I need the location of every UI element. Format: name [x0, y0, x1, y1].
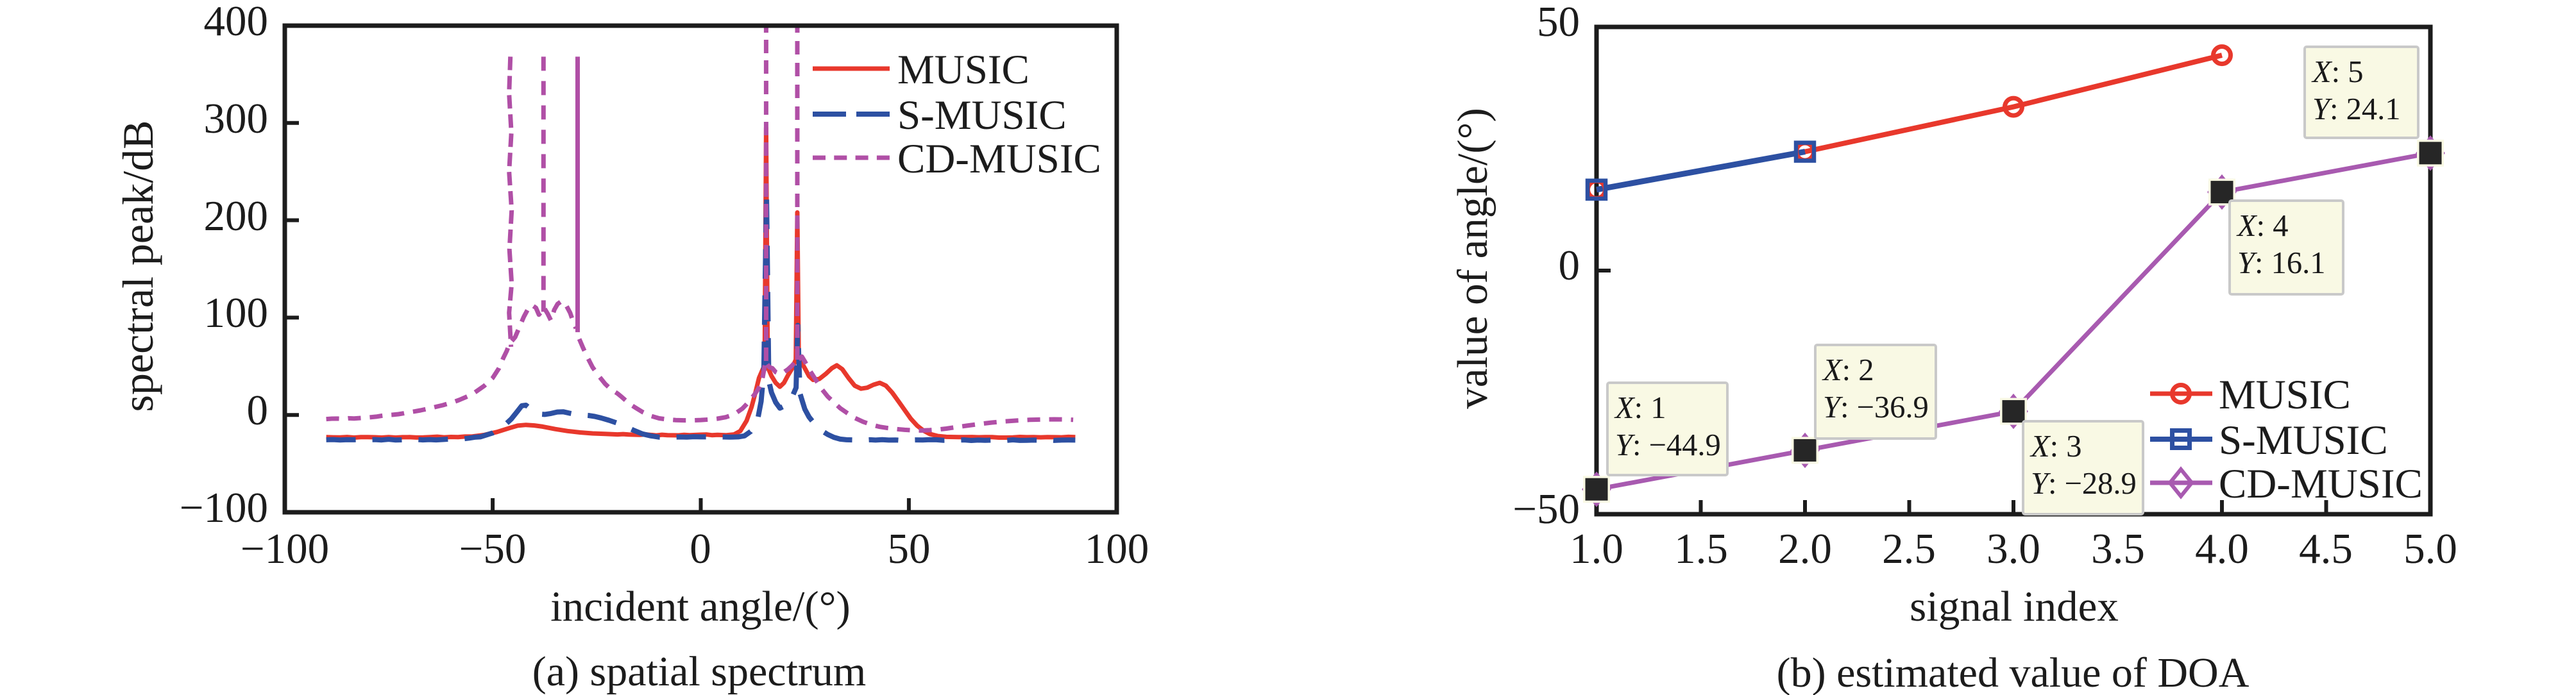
- svg-text:value of angle/(°): value of angle/(°): [1449, 108, 1496, 409]
- svg-text:1.5: 1.5: [1674, 525, 1728, 573]
- svg-text:Y: −28.9: Y: −28.9: [2031, 467, 2137, 501]
- svg-text:100: 100: [204, 289, 269, 337]
- svg-text:5.0: 5.0: [2403, 525, 2457, 573]
- svg-text:200: 200: [204, 192, 269, 240]
- svg-text:3.0: 3.0: [1987, 525, 2040, 573]
- svg-text:Y: −36.9: Y: −36.9: [1823, 390, 1929, 424]
- svg-text:S-MUSIC: S-MUSIC: [2219, 417, 2388, 464]
- svg-text:−100: −100: [241, 525, 329, 573]
- svg-text:incident angle/(°): incident angle/(°): [550, 583, 851, 630]
- svg-text:CD-MUSIC: CD-MUSIC: [897, 136, 1101, 182]
- svg-text:50: 50: [1537, 0, 1580, 46]
- svg-text:S-MUSIC: S-MUSIC: [897, 92, 1067, 138]
- svg-text:0: 0: [247, 387, 269, 434]
- svg-text:X: 5: X: 5: [2311, 55, 2364, 89]
- svg-text:400: 400: [204, 0, 269, 45]
- svg-text:0: 0: [1559, 242, 1580, 289]
- svg-text:−50: −50: [459, 525, 527, 573]
- svg-text:300: 300: [204, 95, 269, 142]
- svg-text:3.5: 3.5: [2091, 525, 2145, 573]
- svg-text:MUSIC: MUSIC: [2219, 372, 2351, 418]
- svg-text:X: 1: X: 1: [1614, 391, 1666, 425]
- svg-text:signal index: signal index: [1910, 583, 2119, 630]
- svg-text:1.0: 1.0: [1570, 525, 1623, 573]
- svg-text:CD-MUSIC: CD-MUSIC: [2219, 461, 2423, 507]
- svg-text:2.5: 2.5: [1882, 525, 1936, 573]
- svg-text:X: 3: X: 3: [2029, 430, 2082, 464]
- svg-text:(b) estimated value of DOA: (b) estimated value of DOA: [1777, 649, 2250, 695]
- svg-text:(a) spatial spectrum: (a) spatial spectrum: [532, 648, 866, 695]
- svg-text:50: 50: [888, 525, 931, 573]
- svg-text:MUSIC: MUSIC: [897, 47, 1030, 93]
- svg-text:Y: 16.1: Y: 16.1: [2237, 246, 2325, 280]
- svg-text:−100: −100: [180, 484, 268, 532]
- svg-text:4.0: 4.0: [2195, 525, 2249, 573]
- svg-text:4.5: 4.5: [2299, 525, 2353, 573]
- svg-text:100: 100: [1085, 525, 1149, 573]
- svg-text:X: 2: X: 2: [1822, 353, 1874, 387]
- svg-text:2.0: 2.0: [1778, 525, 1832, 573]
- svg-text:0: 0: [690, 525, 711, 573]
- svg-text:−50: −50: [1513, 485, 1580, 533]
- svg-text:X: 4: X: 4: [2236, 209, 2289, 243]
- svg-text:Y: −44.9: Y: −44.9: [1615, 428, 1721, 462]
- svg-text:Y: 24.1: Y: 24.1: [2312, 92, 2400, 126]
- svg-text:spectral peak/dB: spectral peak/dB: [114, 120, 162, 412]
